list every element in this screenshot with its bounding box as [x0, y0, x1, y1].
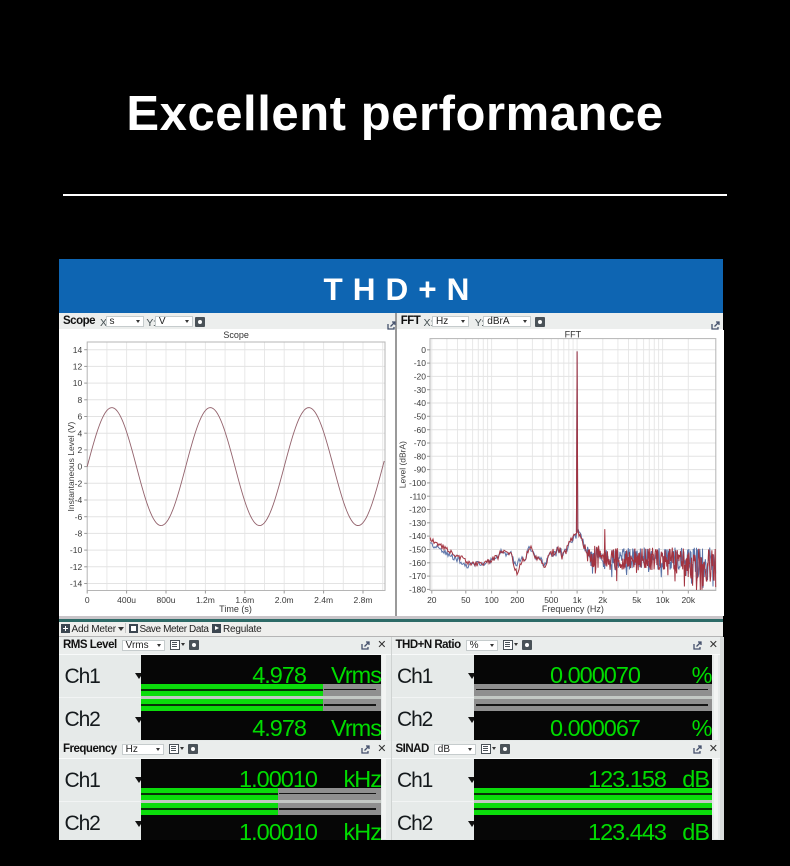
svg-text:1.2m: 1.2m	[196, 595, 215, 605]
svg-text:400u: 400u	[117, 595, 136, 605]
svg-text:-10: -10	[70, 545, 83, 555]
svg-text:12: 12	[73, 362, 83, 372]
svg-text:10k: 10k	[655, 595, 669, 605]
svg-text:2: 2	[77, 445, 82, 455]
svg-text:Time (s): Time (s)	[219, 604, 252, 614]
svg-text:2.8m: 2.8m	[354, 595, 373, 605]
svg-text:1k: 1k	[572, 595, 582, 605]
svg-text:-180: -180	[408, 585, 425, 595]
svg-text:800u: 800u	[157, 595, 176, 605]
svg-text:-130: -130	[408, 518, 425, 528]
svg-text:FFT: FFT	[564, 330, 581, 340]
svg-text:1.6m: 1.6m	[235, 595, 254, 605]
svg-text:-30: -30	[413, 385, 426, 395]
svg-text:-140: -140	[408, 531, 425, 541]
svg-text:Instantaneous Level (V): Instantaneous Level (V)	[66, 422, 76, 512]
svg-text:-160: -160	[408, 558, 425, 568]
svg-text:-40: -40	[413, 398, 426, 408]
svg-text:0: 0	[421, 345, 426, 355]
svg-text:Level (dBrA): Level (dBrA)	[397, 441, 407, 488]
svg-text:-110: -110	[409, 491, 426, 501]
svg-text:200: 200	[510, 595, 524, 605]
svg-text:20k: 20k	[681, 595, 695, 605]
svg-text:-90: -90	[413, 465, 426, 475]
svg-text:8: 8	[77, 395, 82, 405]
svg-text:-120: -120	[408, 505, 425, 515]
svg-text:10: 10	[73, 378, 83, 388]
svg-text:-6: -6	[75, 512, 83, 522]
svg-text:50: 50	[461, 595, 471, 605]
svg-text:-8: -8	[75, 529, 83, 539]
svg-text:-70: -70	[413, 438, 426, 448]
svg-text:6: 6	[77, 412, 82, 422]
svg-text:5k: 5k	[632, 595, 642, 605]
svg-text:-100: -100	[408, 478, 425, 488]
svg-text:500: 500	[544, 595, 558, 605]
svg-text:-150: -150	[408, 545, 425, 555]
svg-text:Scope: Scope	[223, 330, 249, 340]
svg-text:-4: -4	[75, 495, 83, 505]
svg-text:20: 20	[427, 595, 437, 605]
svg-text:2.4m: 2.4m	[314, 595, 333, 605]
svg-text:2.0m: 2.0m	[275, 595, 294, 605]
svg-text:-12: -12	[70, 562, 83, 572]
svg-text:-60: -60	[413, 425, 426, 435]
svg-text:4: 4	[77, 428, 82, 438]
svg-text:-50: -50	[413, 411, 426, 421]
svg-text:-14: -14	[70, 579, 83, 589]
svg-text:Frequency (Hz): Frequency (Hz)	[541, 604, 603, 614]
svg-text:-10: -10	[413, 358, 426, 368]
svg-text:-80: -80	[413, 451, 426, 461]
svg-text:-2: -2	[75, 478, 83, 488]
svg-text:-20: -20	[413, 372, 426, 382]
svg-text:14: 14	[73, 345, 83, 355]
svg-text:2k: 2k	[598, 595, 608, 605]
svg-text:100: 100	[484, 595, 498, 605]
svg-text:0: 0	[77, 462, 82, 472]
svg-text:0: 0	[85, 595, 90, 605]
svg-text:-170: -170	[408, 571, 425, 581]
